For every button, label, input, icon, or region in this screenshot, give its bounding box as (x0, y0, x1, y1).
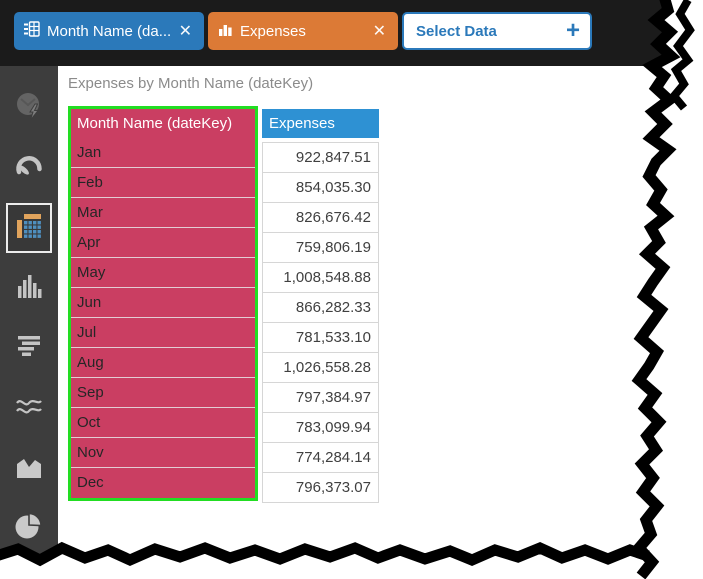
expense-cell[interactable]: 922,847.51 (263, 143, 378, 173)
expense-cell[interactable]: 783,099.94 (263, 413, 378, 443)
line-chart-icon (14, 391, 44, 426)
month-cells: Jan Feb Mar Apr May Jun Jul Aug (71, 138, 255, 498)
month-cell[interactable]: May (71, 258, 255, 288)
report-title: Expenses by Month Name (dateKey) (68, 75, 314, 92)
expense-cell[interactable]: 1,026,558.28 (263, 353, 378, 383)
sidebar-item-kpi[interactable] (0, 78, 58, 138)
expense-cell[interactable]: 854,035.30 (263, 173, 378, 203)
month-cell[interactable]: Dec (71, 468, 255, 498)
pie-chart-icon (13, 510, 45, 547)
expense-cell[interactable]: 1,008,548.88 (263, 263, 378, 293)
expenses-column-header[interactable]: Expenses (262, 109, 379, 138)
month-column-selected[interactable]: Month Name (dateKey) Jan Feb Mar Apr May… (68, 106, 258, 501)
select-data-button[interactable]: Select Data + (402, 12, 592, 50)
sidebar-item-table[interactable] (0, 198, 58, 258)
chart-type-sidebar (0, 66, 58, 579)
gauge-icon (14, 151, 44, 186)
sidebar-item-gauge[interactable] (0, 138, 58, 198)
month-cell[interactable]: Aug (71, 348, 255, 378)
sidebar-item-pie-chart[interactable] (0, 498, 58, 558)
month-cell[interactable]: Nov (71, 438, 255, 468)
month-cell[interactable]: Jul (71, 318, 255, 348)
sidebar-item-area-chart[interactable] (0, 438, 58, 498)
add-icon[interactable]: + (565, 17, 580, 44)
month-cell[interactable]: Jan (71, 138, 255, 168)
month-column-header[interactable]: Month Name (dateKey) (71, 109, 255, 138)
select-data-label: Select Data (416, 22, 497, 40)
field-pill-expenses[interactable]: Expenses ✕ (208, 12, 398, 50)
month-cell[interactable]: Apr (71, 228, 255, 258)
horizontal-bars-icon (14, 331, 44, 366)
column-chart-icon (14, 271, 44, 306)
measure-bars-icon (218, 22, 233, 41)
expense-cells: 922,847.51 854,035.30 826,676.42 759,806… (262, 142, 379, 503)
close-icon[interactable]: ✕ (372, 23, 386, 40)
table-icon (14, 211, 44, 246)
expense-cell[interactable]: 866,282.33 (263, 293, 378, 323)
expense-cell[interactable]: 774,284.14 (263, 443, 378, 473)
report-canvas: Expenses by Month Name (dateKey) Month N… (58, 66, 703, 579)
month-cell[interactable]: Mar (71, 198, 255, 228)
field-pill-month-name[interactable]: Month Name (da... ✕ (14, 12, 204, 50)
sidebar-item-column-chart[interactable] (0, 258, 58, 318)
field-selection-bar: Month Name (da... ✕ Expenses ✕ Select Da… (0, 0, 703, 66)
dimension-grid-icon (24, 21, 40, 41)
expenses-column[interactable]: Expenses 922,847.51 854,035.30 826,676.4… (262, 109, 379, 503)
expense-cell[interactable]: 796,373.07 (263, 473, 378, 502)
selected-chart-type-highlight (6, 203, 52, 253)
sidebar-item-horizontal-bars[interactable] (0, 318, 58, 378)
month-cell[interactable]: Sep (71, 378, 255, 408)
month-cell[interactable]: Oct (71, 408, 255, 438)
field-pill-label: Month Name (da... (47, 22, 172, 40)
area-chart-icon (14, 451, 44, 486)
expense-cell[interactable]: 797,384.97 (263, 383, 378, 413)
close-icon[interactable]: ✕ (178, 23, 192, 40)
expense-cell[interactable]: 759,806.19 (263, 233, 378, 263)
data-table: Month Name (dateKey) Jan Feb Mar Apr May… (68, 106, 703, 503)
month-cell[interactable]: Jun (71, 288, 255, 318)
expense-cell[interactable]: 781,533.10 (263, 323, 378, 353)
kpi-gauge-lightning-icon (14, 91, 44, 126)
expense-cell[interactable]: 826,676.42 (263, 203, 378, 233)
field-pill-label: Expenses (240, 22, 306, 40)
month-cell[interactable]: Feb (71, 168, 255, 198)
sidebar-item-line-chart[interactable] (0, 378, 58, 438)
